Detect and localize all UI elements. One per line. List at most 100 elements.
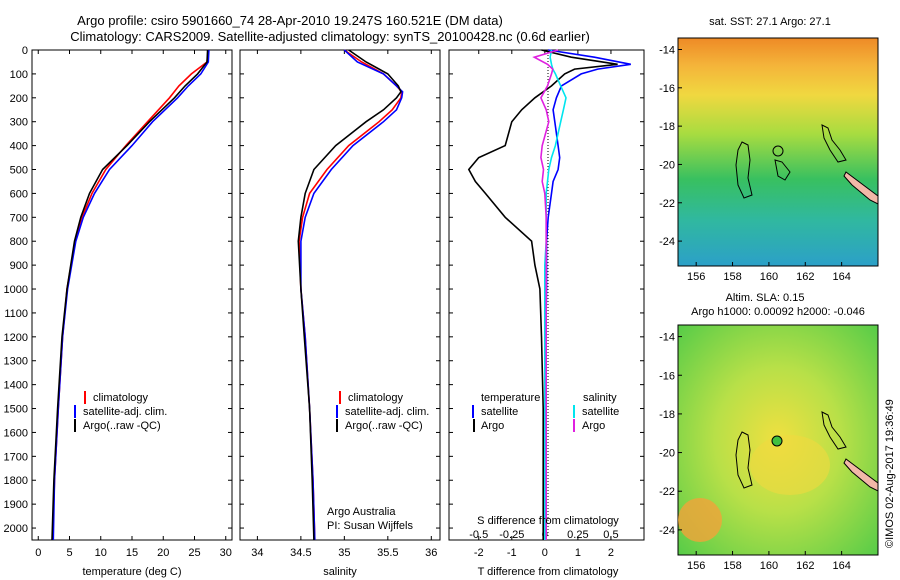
map-lon-label: 156 xyxy=(687,271,705,283)
y-tick-label: 200 xyxy=(10,93,28,105)
map-lat-label: -14 xyxy=(659,332,675,344)
reef-outline-2 xyxy=(774,159,791,181)
header-line1: Argo profile: csiro 5901660_74 28-Apr-20… xyxy=(77,13,503,28)
s-tick-label: -0.25 xyxy=(499,529,524,541)
x-tick-label: 36 xyxy=(425,547,437,559)
salinity-axes-frame xyxy=(239,49,441,541)
legend-temp-satellite: satellite xyxy=(481,406,518,418)
legend-sal-header: salinity xyxy=(583,392,617,404)
argo-position-marker xyxy=(772,145,784,157)
y-tick-label: 1400 xyxy=(4,380,28,392)
series-line-argo-raw-qc- xyxy=(297,49,402,541)
land-new-caledonia-2 xyxy=(843,458,879,492)
y-tick-label: 600 xyxy=(10,188,28,200)
x-tick-label: -1 xyxy=(507,547,517,559)
x-tick-label: 15 xyxy=(126,547,138,559)
y-tick-label: 1500 xyxy=(4,404,28,416)
map-lat-label: -14 xyxy=(659,44,675,56)
map-lat-label: -22 xyxy=(659,198,675,210)
legend-satellite-2: satellite-adj. clim. xyxy=(345,406,429,418)
map-lat-label: -24 xyxy=(659,525,675,537)
island-outline-2 xyxy=(735,431,753,489)
sla-map-title2: Argo h1000: 0.00092 h2000: -0.046 xyxy=(691,306,865,318)
x-tick-label: 20 xyxy=(157,547,169,559)
salinity-panel: 34 34.5 35 35.5 36 salinity climatology sate… xyxy=(239,49,441,578)
argo-position-marker-2 xyxy=(771,435,783,447)
temperature-xlabel: temperature (deg C) xyxy=(82,566,181,578)
y-tick-label: 1700 xyxy=(4,451,28,463)
legend-sal-argo: Argo xyxy=(582,420,605,432)
island-outline xyxy=(735,141,753,199)
reef-outline xyxy=(821,124,847,163)
y-tick-label: 1200 xyxy=(4,332,28,344)
x-tick-label: 35.5 xyxy=(377,547,398,559)
y-tick-label: 1000 xyxy=(4,284,28,296)
s-tick-label: 0.5 xyxy=(603,529,618,541)
y-tick-label: 400 xyxy=(10,141,28,153)
map-lon-label: 158 xyxy=(723,271,741,283)
credit-line2: PI: Susan Wijffels xyxy=(327,520,413,532)
x-tick-label: 0 xyxy=(35,547,41,559)
x-tick-label: 1 xyxy=(575,547,581,559)
legend-temp-argo: Argo xyxy=(481,420,504,432)
x-tick-label: -2 xyxy=(474,547,484,559)
y-tick-label: 0 xyxy=(22,45,28,57)
temperature-axes-frame xyxy=(31,49,233,541)
x-tick-label: 2 xyxy=(608,547,614,559)
reef-outline-3 xyxy=(821,411,847,450)
y-tick-label: 1600 xyxy=(4,427,28,439)
sla-high-patch xyxy=(678,498,722,542)
temperature-panel: 0 5 10 15 20 25 30 0 100 200 300 400 500 600 700 800 90… xyxy=(4,45,233,578)
series-line-argo-raw-qc- xyxy=(51,49,209,541)
x-tick-label: 0 xyxy=(542,547,548,559)
legend-argo-2: Argo(..raw -QC) xyxy=(345,420,423,432)
y-tick-label: 1800 xyxy=(4,475,28,487)
y-tick-label: 500 xyxy=(10,165,28,177)
map-lat-label: -16 xyxy=(659,83,675,95)
salinity-legend: climatology satellite-adj. clim. Argo(..… xyxy=(336,391,429,432)
map-lon-label: 160 xyxy=(760,560,778,572)
y-tick-label: 1100 xyxy=(4,308,28,320)
map-lon-label: 162 xyxy=(796,560,814,572)
legend-temp-header: temperature xyxy=(481,392,540,404)
map-lat-label: -18 xyxy=(659,409,675,421)
map-lon-label: 164 xyxy=(832,271,850,283)
map-lon-label: 158 xyxy=(723,560,741,572)
land-new-caledonia xyxy=(843,171,879,205)
sla-map-title1: Altim. SLA: 0.15 xyxy=(726,292,805,304)
difference-legend: temperature salinity satellite Argo sate… xyxy=(472,392,619,432)
map-lat-label: -20 xyxy=(659,159,675,171)
s-diff-xlabel: S difference from climatology xyxy=(477,515,619,527)
timestamp-stamp: ©IMOS 02-Aug-2017 19:36:49 xyxy=(884,399,896,548)
y-tick-label: 100 xyxy=(10,69,28,81)
y-tick-label: 900 xyxy=(10,260,28,272)
series-line-salinity-argo xyxy=(532,49,559,540)
sst-map-title: sat. SST: 27.1 Argo: 27.1 xyxy=(709,16,831,28)
y-tick-label: 2000 xyxy=(4,523,28,535)
map-lat-label: -24 xyxy=(659,236,675,248)
legend-climatology-2: climatology xyxy=(348,392,404,404)
sla-map: Altim. SLA: 0.15 Argo h1000: 0.00092 h20… xyxy=(659,292,896,572)
header-line2: Climatology: CARS2009. Satellite-adjuste… xyxy=(70,29,590,44)
legend-sal-satellite: satellite xyxy=(582,406,619,418)
s-tick-label: -0.5 xyxy=(469,529,488,541)
y-tick-label: 300 xyxy=(10,117,28,129)
legend-satellite: satellite-adj. clim. xyxy=(83,406,167,418)
x-tick-label: 34.5 xyxy=(290,547,311,559)
map-lat-label: -22 xyxy=(659,486,675,498)
x-tick-label: 5 xyxy=(66,547,72,559)
x-tick-label: 25 xyxy=(188,547,200,559)
x-tick-label: 30 xyxy=(220,547,232,559)
sst-map: sat. SST: 27.1 Argo: 27.1 156 158 160 162 16… xyxy=(659,16,879,283)
map-lat-label: -18 xyxy=(659,121,675,133)
salinity-xlabel: salinity xyxy=(323,566,357,578)
legend-argo: Argo(..raw -QC) xyxy=(83,420,161,432)
map-lon-label: 162 xyxy=(796,271,814,283)
legend-climatology: climatology xyxy=(93,392,149,404)
series-line-salinity-satellite xyxy=(543,49,567,540)
s-tick-label: 0.25 xyxy=(567,529,588,541)
y-tick-label: 1300 xyxy=(4,356,28,368)
temperature-legend: climatology satellite-adj. clim. Argo(..… xyxy=(74,391,167,432)
map-lat-label: -16 xyxy=(659,370,675,382)
